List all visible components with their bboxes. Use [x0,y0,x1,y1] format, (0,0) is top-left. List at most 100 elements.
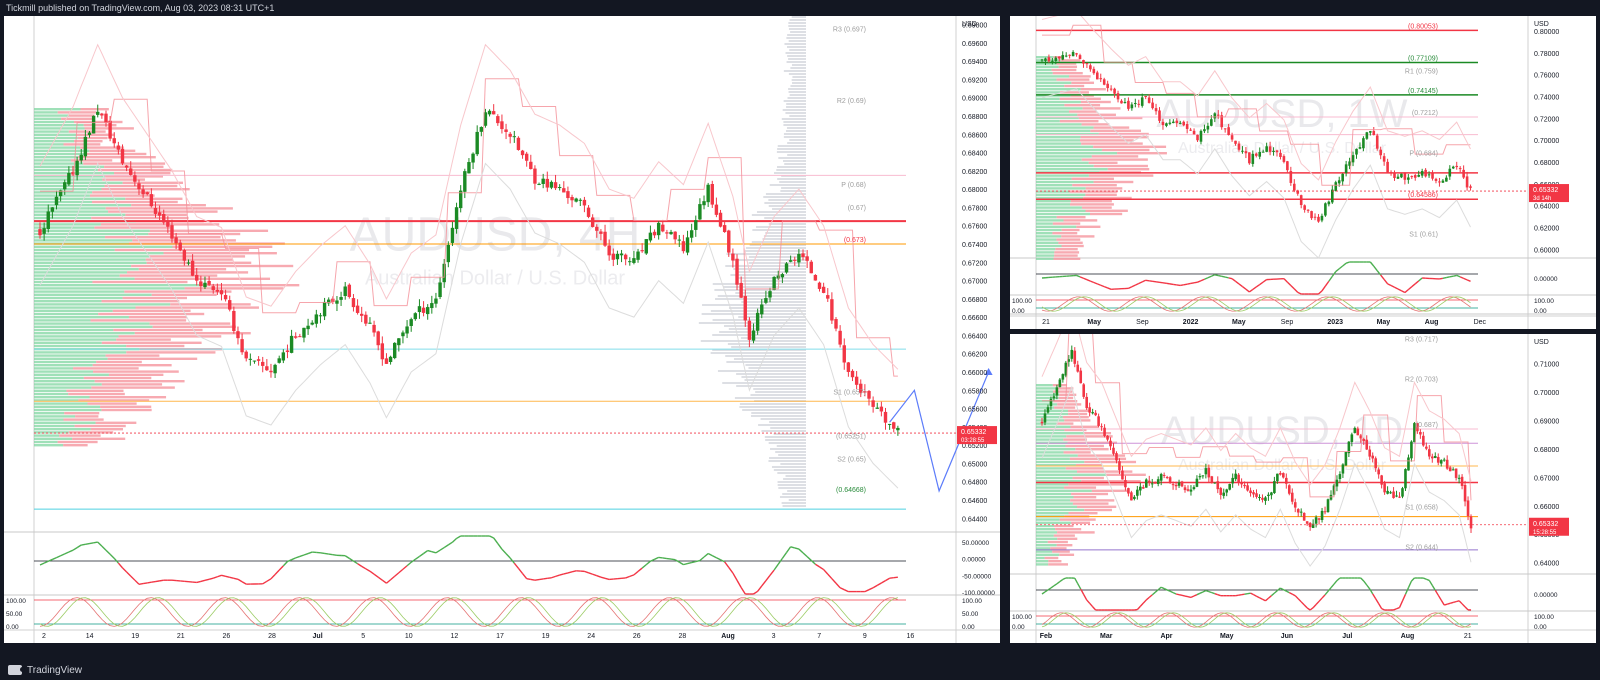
candle-body [887,423,892,425]
profile-bar-grey [786,127,806,129]
osc1-segment [344,555,350,559]
chart-panel-1d[interactable]: AUDUSD, 1D Australian Dollar / U.S. Dolla… [1010,334,1596,643]
profile-bar-up [1036,148,1102,152]
osc1-segment [839,587,845,591]
osc1-segment [823,569,829,575]
profile-bar-down [1053,257,1081,260]
profile-bar-grey [778,157,806,159]
osc1-segment [1059,578,1064,583]
candle-body [830,299,834,321]
profile-bar-up [1036,228,1062,232]
osc1-segment [868,587,874,591]
profile-bar-up [34,402,88,405]
profile-bar-down [1048,563,1068,566]
osc1-segment [76,544,82,549]
profile-bar-up [34,268,139,271]
candle-body [603,231,607,246]
profile-bar-grey [745,364,806,366]
osc1-segment [1369,261,1375,267]
profile-bar-grey [782,505,806,507]
osc1-segment [1218,274,1222,278]
profile-bar-up [1036,534,1054,537]
profile-bar-grey [788,28,806,30]
osc1-segment [1175,593,1180,596]
osc1-segment [1187,596,1192,599]
osc1-segment [1155,281,1160,284]
osc1-segment [1373,265,1378,272]
profile-bar-down [1081,123,1110,126]
candle-body [63,182,67,190]
tradingview-logo-icon [8,665,25,675]
profile-bar-down [1073,496,1097,499]
candle-body [1434,178,1438,181]
osc1-segment [1231,278,1236,282]
profile-bar-up [34,197,126,200]
candle-body [67,173,71,185]
osc1-segment [282,561,288,567]
candle-body [541,178,545,184]
osc1-segment [1360,577,1365,582]
profile-bar-grey [745,247,806,249]
candle-body [619,253,624,256]
y-tick-label: 0.68800 [962,114,987,121]
osc1-segment [1207,275,1212,279]
profile-bar-up [1036,238,1057,241]
candle-body [537,183,541,185]
profile-bar-up [1036,444,1066,448]
profile-bar-down [1117,152,1167,155]
candle-body [652,231,657,236]
candle-body [570,196,574,201]
osc1-segment [699,556,705,562]
osc1-segment [1202,589,1207,593]
projection-arrow-icon [984,368,993,375]
profile-bar-down [1054,251,1080,254]
level-label: (0.77109) [1408,55,1438,62]
candle-body [1099,78,1103,80]
osc1-segment [757,585,763,592]
candle-body [392,342,397,359]
candle-body [1454,468,1458,478]
candle-body [677,239,681,241]
osc1-segment [1363,580,1368,586]
profile-bar-down [1081,158,1148,161]
profile-bar-down [57,111,97,114]
candle-body [1192,130,1196,135]
candle-body [590,217,595,227]
osc1-segment [1250,592,1254,596]
osc1-segment [1397,288,1402,292]
candle-body [1185,124,1189,129]
chart-panel-1w[interactable]: AUDUSD, 1W Australian Dollar / U.S. Dolla… [1010,16,1596,329]
osc1-tick-label: 50.00000 [962,540,989,547]
profile-bar-grey [725,355,806,357]
osc1-segment [1225,276,1229,279]
osc1-segment [625,575,631,579]
y-tick-label: 0.64400 [962,516,987,523]
profile-bar-up [34,207,106,210]
candle-body [1393,173,1396,179]
profile-bar-up [1036,152,1118,155]
candle-body [1064,362,1068,376]
candle-body [673,231,677,240]
osc1-segment [1404,289,1409,294]
axis-currency: USD [1534,21,1549,28]
osc1-segment [1256,595,1260,599]
osc2-tick-label: 100.00 [1534,298,1554,305]
chart-panel-4h[interactable]: AUDUSD, 4H Australian Dollar / U.S. Dolla… [4,16,1000,643]
profile-bar-up [1036,464,1076,467]
profile-bar-grey [791,64,806,66]
candle-body [562,188,566,193]
candle-body [256,359,261,361]
profile-bar-down [1053,524,1074,528]
profile-bar-up [1036,406,1055,409]
candle-body [784,263,789,273]
profile-bar-down [1064,419,1091,422]
osc1-segment [522,573,528,580]
profile-bar-down [1062,416,1089,419]
candle-body [491,111,496,115]
profile-bar-grey [789,139,806,141]
osc1-segment [753,590,759,595]
level-label: (0.67) [848,205,866,212]
profile-bar-up [34,156,79,159]
profile-bar-down [92,364,172,367]
